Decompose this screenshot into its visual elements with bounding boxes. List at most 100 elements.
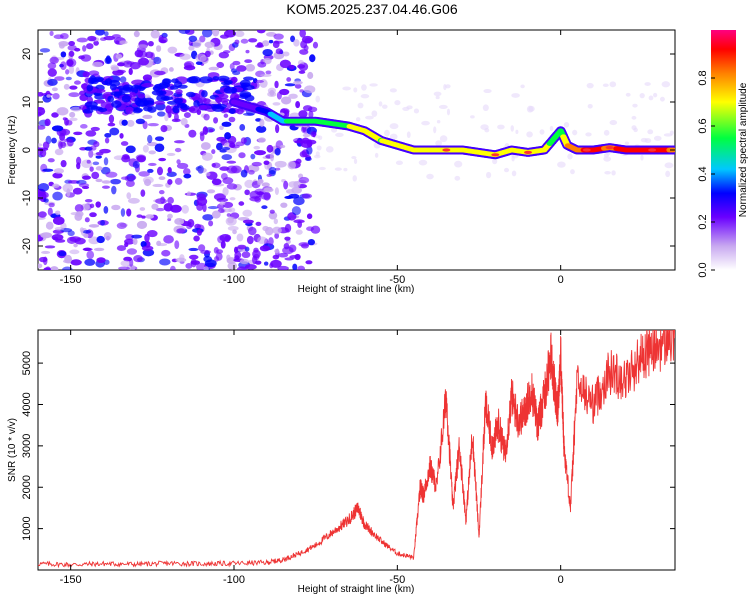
heatmap-cell: [180, 104, 190, 111]
heatmap-cell: [55, 239, 66, 243]
heatmap-cell: [193, 235, 200, 242]
heatmap-cell: [302, 133, 311, 138]
heatmap-cell: [216, 142, 223, 151]
heatmap-cell: [65, 69, 70, 75]
heatmap-cell: [110, 178, 122, 185]
heatmap-cell: [115, 40, 120, 45]
heatmap-cell: [51, 137, 57, 144]
heatmap-cell: [84, 198, 93, 203]
heatmap-cell: [316, 145, 322, 151]
heatmap-cell: [267, 87, 276, 94]
heatmap-cell: [284, 83, 296, 87]
heatmap-cell: [365, 115, 374, 120]
heatmap-cell: [254, 150, 267, 156]
heatmap-cell: [119, 76, 127, 83]
heatmap-cell: [82, 175, 92, 180]
heatmap-cell: [158, 36, 168, 44]
heatmap-cell: [142, 249, 155, 257]
heatmap-cell: [232, 70, 241, 76]
heatmap-cell: [275, 124, 280, 134]
heatmap-cell: [147, 122, 159, 127]
heatmap-cell: [74, 80, 81, 85]
heatmap-cell: [293, 39, 300, 47]
heatmap-cell: [381, 104, 388, 109]
heatmap-cell: [511, 170, 517, 177]
heatmap-cell: [226, 254, 231, 261]
heatmap-cell: [632, 103, 638, 108]
heatmap-cell: [174, 147, 182, 153]
heatmap-cell: [624, 141, 630, 145]
heatmap-cell: [261, 40, 270, 47]
heatmap-cell: [38, 211, 47, 218]
heatmap-cell: [248, 38, 258, 43]
heatmap-cell: [174, 218, 185, 225]
heatmap-cell: [155, 207, 165, 212]
heatmap-cell: [255, 221, 262, 226]
heatmap-cell: [236, 266, 247, 270]
heatmap-cell: [82, 45, 87, 52]
heatmap-cell: [180, 117, 188, 126]
heatmap-cell: [60, 61, 67, 71]
heatmap-cell: [227, 262, 238, 270]
heatmap-cell: [45, 266, 51, 270]
heatmap-cell: [111, 204, 121, 211]
heatmap-cell: [38, 182, 50, 192]
heatmap-cell: [236, 233, 244, 242]
heatmap-cell: [279, 88, 290, 96]
heatmap-cell: [176, 162, 189, 170]
heatmap-cell: [256, 30, 266, 34]
heatmap-cell: [257, 179, 262, 186]
heatmap-cell: [240, 137, 247, 144]
snr-series: [38, 330, 675, 569]
heatmap-cell: [445, 84, 451, 89]
heatmap-cell: [73, 131, 83, 136]
heatmap-cell: [46, 94, 51, 98]
heatmap-cell: [51, 112, 59, 118]
heatmap-cell: [247, 226, 257, 236]
heatmap-cell: [104, 78, 113, 86]
heatmap-cell: [120, 208, 126, 217]
heatmap-cell: [176, 159, 181, 165]
heatmap-cell: [86, 43, 94, 50]
heatmap-cell: [148, 162, 157, 167]
heatmap-cell: [159, 258, 171, 266]
snr-xtick-label: -50: [389, 574, 405, 586]
heatmap-cell: [185, 263, 193, 269]
heatmap-cell: [418, 159, 428, 166]
heatmap-cell: [268, 237, 274, 246]
heatmap-cell: [117, 62, 125, 67]
heatmap-cell: [195, 53, 207, 62]
heatmap-cell: [69, 111, 76, 118]
heatmap-cell: [183, 65, 196, 71]
heatmap-cell: [219, 125, 224, 131]
heatmap-cell: [254, 260, 262, 265]
heatmap-cell: [293, 196, 305, 206]
heatmap-cell: [116, 245, 127, 252]
snr-xtick-label: -150: [60, 574, 82, 586]
heatmap-cell: [239, 258, 249, 265]
snr-frame: [37, 329, 676, 571]
spectrogram-ytick-label: -10: [21, 190, 33, 206]
heatmap-cell: [206, 189, 216, 194]
heatmap-cell: [510, 125, 514, 132]
heatmap-cell: [214, 256, 220, 262]
heatmap-cell: [198, 244, 206, 252]
heatmap-cell: [389, 133, 398, 140]
heatmap-cell: [257, 236, 268, 245]
heatmap-cell: [125, 106, 134, 115]
heatmap-cell: [167, 196, 174, 204]
snr-line: [38, 330, 675, 569]
heatmap-cell: [158, 189, 165, 195]
heatmap-cell: [266, 173, 272, 178]
heatmap-cell: [272, 254, 280, 260]
heatmap-cell: [140, 240, 147, 248]
heatmap-cell: [226, 160, 237, 164]
heatmap-cell: [161, 32, 168, 38]
heatmap-cell: [160, 96, 174, 101]
heatmap-cell: [378, 101, 383, 107]
heatmap-cell: [259, 118, 265, 128]
heatmap-cell: [141, 245, 154, 251]
heatmap-cell: [103, 206, 109, 214]
heatmap-cell: [135, 118, 145, 125]
heatmap-cell: [567, 153, 573, 160]
